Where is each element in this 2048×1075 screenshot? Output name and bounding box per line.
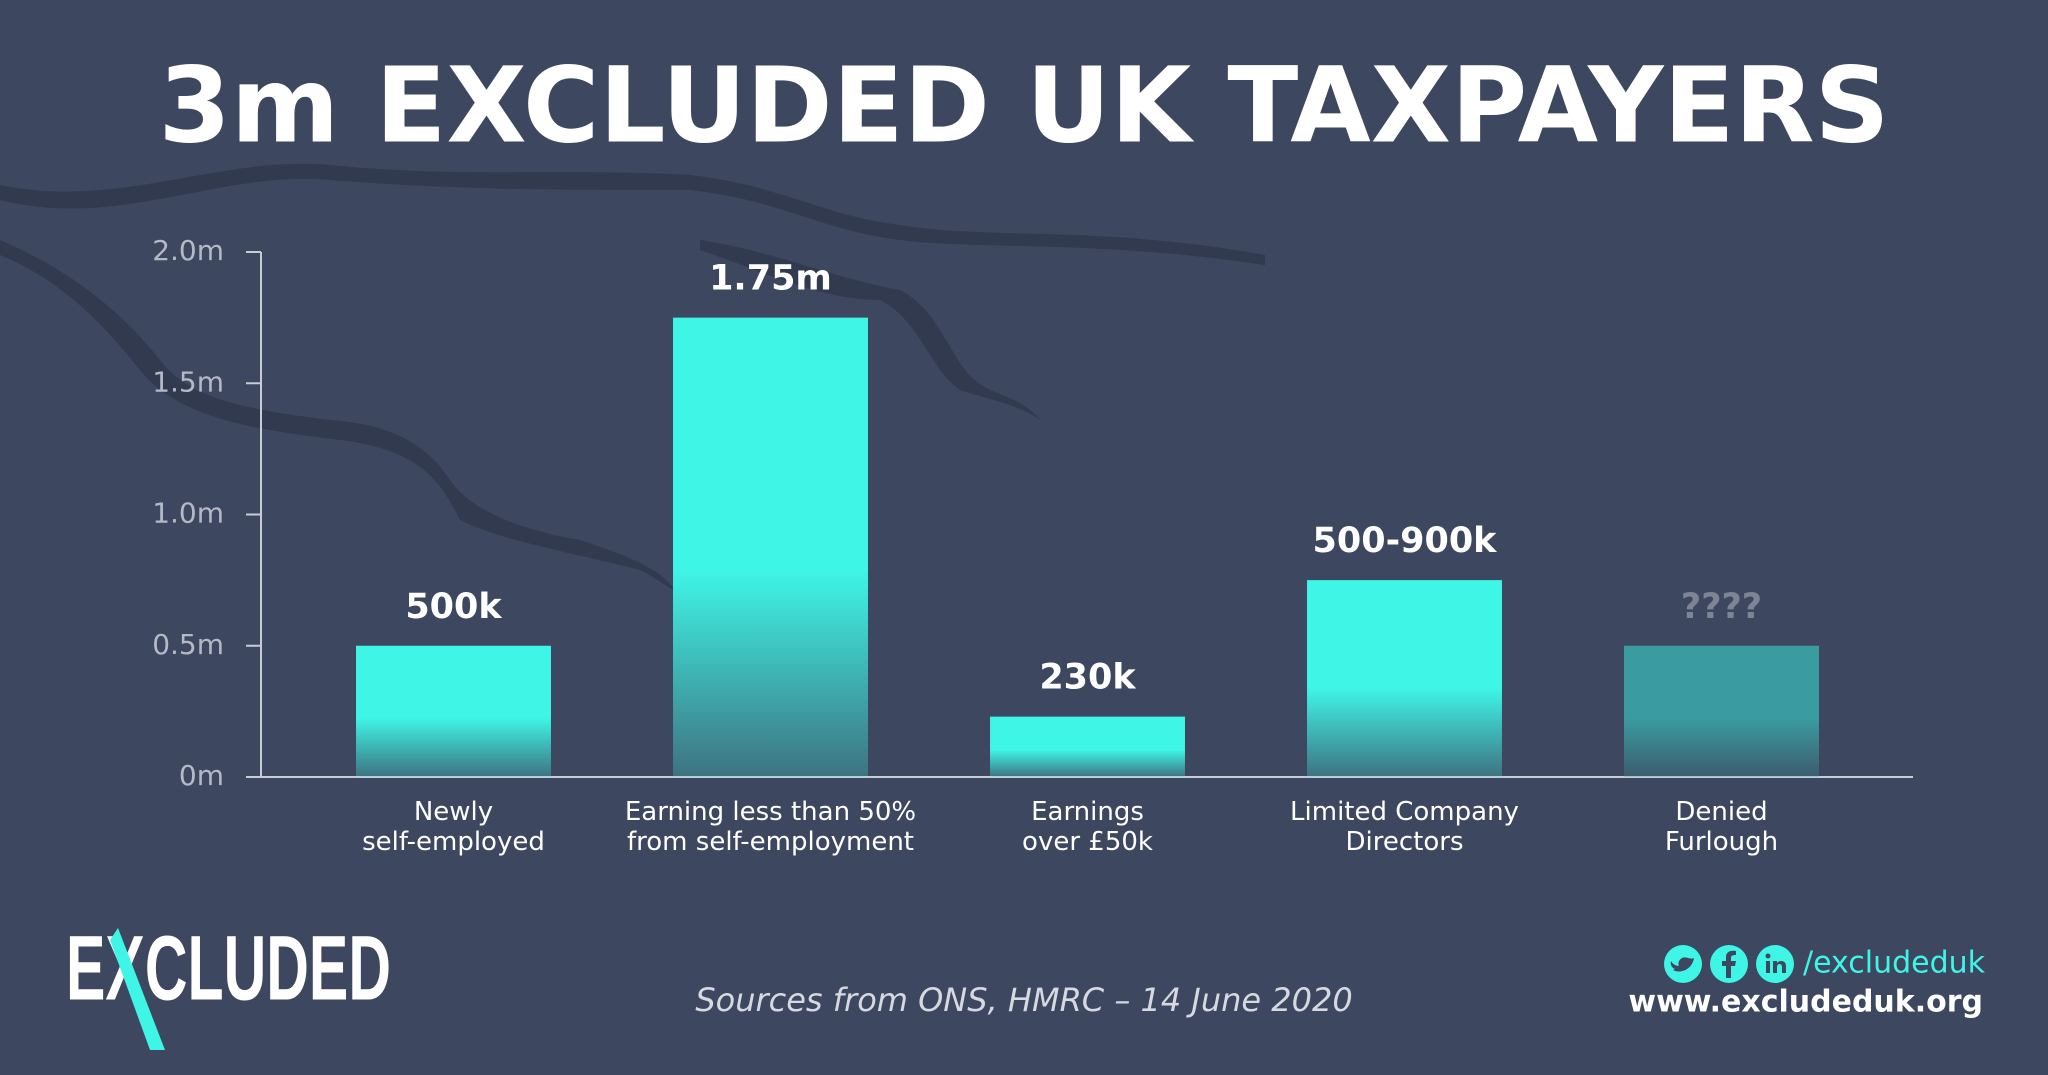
bar (356, 645, 551, 777)
social-icons (1664, 945, 1794, 983)
social-handle: /excludeduk (1803, 946, 1986, 981)
y-tick-label: 0.5m (152, 628, 224, 661)
website: www.excludeduk.org (1628, 985, 1983, 1020)
bar (673, 317, 868, 777)
value-label: 230k (1039, 658, 1136, 698)
bar (1307, 580, 1502, 777)
value-label: 1.75m (709, 259, 832, 299)
x-tick-label: Limited Company Directors (1290, 797, 1519, 857)
y-tick-label: 2.0m (152, 234, 224, 267)
x-tick-label: Newly self-employed (362, 797, 545, 857)
bar (990, 716, 1185, 777)
chart-title: 3m EXCLUDED UK TAXPAYERS (158, 44, 1889, 166)
y-tick-label: 0m (179, 759, 224, 792)
logo-accent (110, 928, 165, 1050)
source-note: Sources from ONS, HMRC – 14 June 2020 (695, 981, 1352, 1019)
x-tick-label: Denied Furlough (1665, 797, 1778, 857)
x-tick-label: Earning less than 50% from self-employmen… (625, 797, 916, 857)
value-label: 500-900k (1313, 521, 1498, 561)
logo-text: EXCLUDED (66, 917, 391, 1019)
x-tick-label: Earnings over £50k (1022, 797, 1153, 857)
value-label: 500k (405, 587, 502, 627)
y-tick-label: 1.5m (152, 365, 224, 398)
y-tick-label: 1.0m (152, 497, 224, 530)
bar (1624, 645, 1819, 777)
logo: EXCLUDED (66, 917, 391, 1050)
value-label: ???? (1681, 587, 1762, 627)
crack-decoration (0, 163, 1265, 590)
